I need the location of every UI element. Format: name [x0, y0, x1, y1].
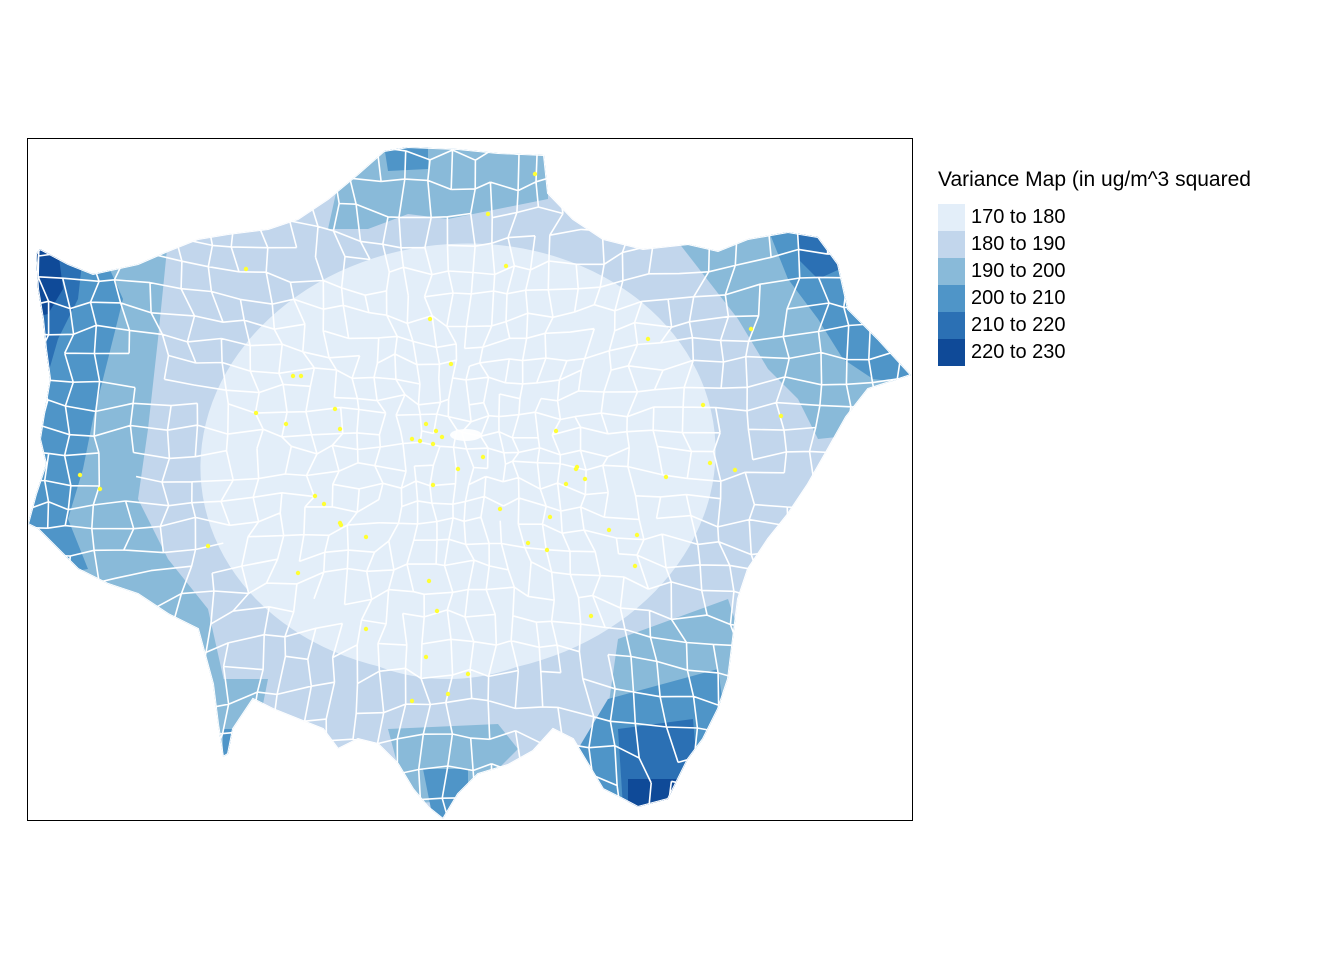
station-point — [532, 171, 538, 177]
legend-swatch — [938, 339, 965, 366]
station-point — [97, 486, 103, 492]
legend-label: 220 to 230 — [971, 341, 1066, 363]
station-point — [663, 474, 669, 480]
station-point — [573, 466, 579, 472]
station-point — [700, 402, 706, 408]
legend-swatch — [938, 231, 965, 258]
legend-label: 190 to 200 — [971, 260, 1066, 282]
station-point — [298, 373, 304, 379]
station-point — [332, 406, 338, 412]
station-point — [253, 410, 259, 416]
station-point — [632, 563, 638, 569]
station-point — [497, 506, 503, 512]
station-point — [645, 336, 651, 342]
legend-swatch — [938, 285, 965, 312]
station-point — [423, 421, 429, 427]
station-point — [606, 527, 612, 533]
legend-item-220-230: 220 to 230 — [938, 339, 1251, 366]
legend-item-200-210: 200 to 210 — [938, 285, 1251, 312]
station-point — [634, 532, 640, 538]
legend-label: 210 to 220 — [971, 314, 1066, 336]
legend-items: 170 to 180 180 to 190 190 to 200 200 to … — [938, 204, 1251, 366]
zone-170-180-core-south — [298, 459, 598, 679]
station-point — [455, 466, 461, 472]
legend-title: Variance Map (in ug/m^3 squared — [938, 168, 1251, 191]
station-point — [77, 472, 83, 478]
station-point — [433, 428, 439, 434]
station-point — [448, 361, 454, 367]
station-point — [582, 476, 588, 482]
station-point — [205, 543, 211, 549]
station-point — [427, 316, 433, 322]
legend-swatch — [938, 204, 965, 231]
legend-item-170-180: 170 to 180 — [938, 204, 1251, 231]
city-of-london — [450, 429, 482, 441]
london-boundary — [28, 147, 911, 819]
legend: Variance Map (in ug/m^3 squared 170 to 1… — [938, 168, 1251, 366]
legend-item-180-190: 180 to 190 — [938, 231, 1251, 258]
station-point — [544, 547, 550, 553]
station-point — [363, 534, 369, 540]
station-point — [295, 570, 301, 576]
station-point — [430, 441, 436, 447]
legend-label: 180 to 190 — [971, 233, 1066, 255]
station-point — [409, 436, 415, 442]
station-point — [439, 434, 445, 440]
station-point — [563, 481, 569, 487]
station-point — [465, 671, 471, 677]
station-point — [338, 522, 344, 528]
station-point — [363, 626, 369, 632]
station-point — [588, 613, 594, 619]
station-point — [430, 482, 436, 488]
station-point — [748, 326, 754, 332]
zone-190-200-south — [388, 724, 518, 804]
station-point — [547, 514, 553, 520]
station-point — [417, 438, 423, 444]
legend-item-190-200: 190 to 200 — [938, 258, 1251, 285]
ward-boundaries — [28, 147, 911, 819]
station-point — [426, 578, 432, 584]
station-point — [503, 263, 509, 269]
station-point — [290, 373, 296, 379]
monitoring-stations — [77, 171, 784, 704]
station-point — [480, 454, 486, 460]
map-panel — [27, 138, 913, 821]
legend-label: 170 to 180 — [971, 206, 1066, 228]
legend-swatch — [938, 312, 965, 339]
station-point — [778, 413, 784, 419]
station-point — [312, 493, 318, 499]
station-point — [732, 467, 738, 473]
station-point — [423, 654, 429, 660]
station-point — [485, 211, 491, 217]
station-point — [525, 540, 531, 546]
legend-label: 200 to 210 — [971, 287, 1066, 309]
station-point — [707, 460, 713, 466]
station-point — [553, 428, 559, 434]
station-point — [445, 691, 451, 697]
station-point — [434, 608, 440, 614]
station-point — [337, 426, 343, 432]
ward-boundary-mesh — [28, 147, 911, 819]
legend-swatch — [938, 258, 965, 285]
legend-item-210-220: 210 to 220 — [938, 312, 1251, 339]
station-point — [283, 421, 289, 427]
variance-map — [28, 147, 911, 819]
station-point — [321, 501, 327, 507]
station-point — [243, 266, 249, 272]
station-point — [409, 698, 415, 704]
